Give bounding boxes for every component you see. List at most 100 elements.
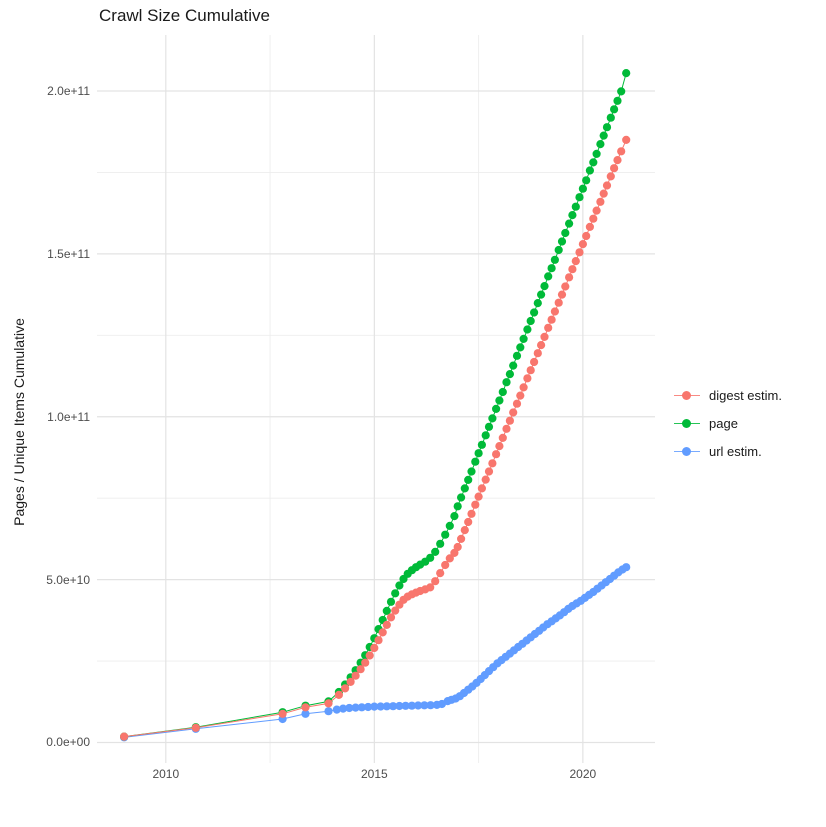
data-point-page[interactable] bbox=[578, 184, 587, 193]
data-point-page[interactable] bbox=[431, 547, 440, 557]
data-point-digestestim[interactable] bbox=[565, 273, 574, 282]
data-point-page[interactable] bbox=[436, 539, 445, 548]
data-point-page[interactable] bbox=[457, 493, 466, 502]
data-point-digestestim[interactable] bbox=[382, 620, 391, 630]
data-point-digestestim[interactable] bbox=[436, 569, 445, 578]
data-point-urlestim[interactable] bbox=[395, 701, 404, 711]
data-point-page[interactable] bbox=[613, 96, 622, 105]
data-point-digestestim[interactable] bbox=[386, 613, 396, 622]
data-point-urlestim[interactable] bbox=[382, 702, 391, 711]
data-point-page[interactable] bbox=[509, 361, 518, 370]
data-point-urlestim[interactable] bbox=[351, 703, 360, 712]
data-point-page[interactable] bbox=[391, 589, 400, 598]
data-point-digestestim[interactable] bbox=[602, 181, 612, 190]
data-point-page[interactable] bbox=[498, 387, 507, 397]
data-point-page[interactable] bbox=[477, 440, 486, 449]
data-point-page[interactable] bbox=[540, 282, 549, 291]
data-point-digestestim[interactable] bbox=[334, 690, 343, 700]
data-point-digestestim[interactable] bbox=[592, 206, 601, 215]
data-point-digestestim[interactable] bbox=[467, 509, 476, 518]
data-point-page[interactable] bbox=[488, 414, 497, 423]
data-point-urlestim[interactable] bbox=[345, 703, 354, 713]
data-point-urlestim[interactable] bbox=[370, 702, 379, 711]
data-point-digestestim[interactable] bbox=[431, 577, 440, 586]
data-point-page[interactable] bbox=[450, 512, 459, 521]
data-point-page[interactable] bbox=[474, 449, 483, 458]
data-point-digestestim[interactable] bbox=[575, 248, 584, 257]
data-point-digestestim[interactable] bbox=[550, 307, 559, 316]
data-point-page[interactable] bbox=[382, 606, 391, 616]
data-point-page[interactable] bbox=[471, 457, 480, 466]
data-point-digestestim[interactable] bbox=[492, 450, 501, 459]
data-point-page[interactable] bbox=[519, 334, 528, 343]
data-point-urlestim[interactable] bbox=[357, 703, 366, 712]
data-point-digestestim[interactable] bbox=[464, 517, 473, 527]
data-point-page[interactable] bbox=[589, 158, 598, 167]
data-point-digestestim[interactable] bbox=[460, 526, 469, 535]
data-point-digestestim[interactable] bbox=[471, 500, 480, 509]
data-point-digestestim[interactable] bbox=[278, 709, 287, 718]
data-point-page[interactable] bbox=[530, 308, 539, 317]
data-point-digestestim[interactable] bbox=[351, 671, 360, 680]
data-point-digestestim[interactable] bbox=[533, 349, 542, 358]
data-point-digestestim[interactable] bbox=[426, 583, 435, 592]
data-point-digestestim[interactable] bbox=[191, 723, 200, 732]
data-point-digestestim[interactable] bbox=[495, 442, 504, 451]
data-point-page[interactable] bbox=[592, 149, 601, 158]
data-point-urlestim[interactable] bbox=[376, 702, 385, 711]
data-point-page[interactable] bbox=[502, 378, 511, 387]
data-point-page[interactable] bbox=[599, 131, 608, 140]
data-point-digestestim[interactable] bbox=[568, 265, 577, 274]
data-point-page[interactable] bbox=[484, 422, 494, 431]
data-point-digestestim[interactable] bbox=[378, 628, 387, 637]
data-point-digestestim[interactable] bbox=[484, 467, 494, 476]
data-point-page[interactable] bbox=[495, 396, 504, 405]
data-point-digestestim[interactable] bbox=[599, 189, 608, 198]
data-point-digestestim[interactable] bbox=[540, 332, 549, 341]
data-point-page[interactable] bbox=[441, 530, 450, 539]
data-point-page[interactable] bbox=[568, 211, 577, 220]
data-point-urlestim[interactable] bbox=[401, 701, 410, 710]
data-point-page[interactable] bbox=[575, 193, 584, 202]
data-point-digestestim[interactable] bbox=[445, 554, 454, 563]
data-point-digestestim[interactable] bbox=[571, 257, 580, 266]
data-point-digestestim[interactable] bbox=[554, 298, 563, 307]
data-point-digestestim[interactable] bbox=[324, 699, 333, 708]
data-point-digestestim[interactable] bbox=[488, 459, 497, 468]
data-point-digestestim[interactable] bbox=[537, 341, 546, 350]
data-point-page[interactable] bbox=[571, 202, 580, 211]
data-point-digestestim[interactable] bbox=[370, 643, 379, 653]
data-point-page[interactable] bbox=[606, 113, 615, 122]
data-point-digestestim[interactable] bbox=[374, 636, 383, 645]
data-point-digestestim[interactable] bbox=[596, 197, 605, 206]
data-point-page[interactable] bbox=[460, 484, 469, 493]
data-point-digestestim[interactable] bbox=[610, 164, 619, 173]
data-point-page[interactable] bbox=[481, 431, 490, 440]
data-point-digestestim[interactable] bbox=[341, 684, 350, 693]
data-point-digestestim[interactable] bbox=[519, 383, 528, 392]
data-point-digestestim[interactable] bbox=[391, 606, 400, 615]
data-point-page[interactable] bbox=[526, 316, 535, 326]
data-point-urlestim[interactable] bbox=[339, 704, 348, 713]
data-point-digestestim[interactable] bbox=[544, 323, 553, 332]
data-point-page[interactable] bbox=[582, 176, 591, 185]
data-point-page[interactable] bbox=[453, 502, 462, 511]
data-point-page[interactable] bbox=[547, 264, 556, 273]
data-point-page[interactable] bbox=[554, 245, 563, 255]
data-point-urlestim[interactable] bbox=[426, 701, 435, 710]
data-point-digestestim[interactable] bbox=[474, 492, 483, 501]
data-point-page[interactable] bbox=[617, 87, 626, 96]
data-point-digestestim[interactable] bbox=[453, 542, 462, 552]
data-point-urlestim[interactable] bbox=[301, 709, 310, 718]
data-point-digestestim[interactable] bbox=[523, 374, 532, 383]
data-point-urlestim[interactable] bbox=[332, 705, 341, 714]
data-point-page[interactable] bbox=[395, 581, 404, 590]
data-point-digestestim[interactable] bbox=[622, 135, 631, 144]
data-point-page[interactable] bbox=[622, 69, 631, 78]
data-point-digestestim[interactable] bbox=[301, 703, 310, 712]
data-point-digestestim[interactable] bbox=[578, 240, 587, 249]
data-point-digestestim[interactable] bbox=[512, 399, 522, 408]
data-point-digestestim[interactable] bbox=[582, 231, 591, 241]
data-point-page[interactable] bbox=[565, 219, 574, 228]
data-point-page[interactable] bbox=[512, 351, 522, 360]
